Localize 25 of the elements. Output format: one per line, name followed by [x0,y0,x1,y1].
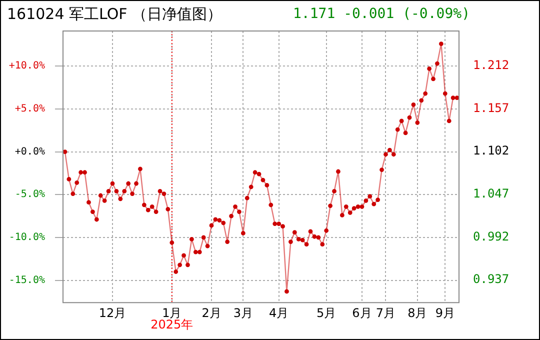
x-tick-label: 9月 [435,306,455,320]
y-tick-label: +5.0% [14,104,45,115]
x-tick-label: 1月 [162,306,182,320]
x-tick-label: 3月 [233,306,253,320]
y2-tick-label: 1.102 [473,144,510,158]
x-tick-label: 4月 [269,306,289,320]
x-tick-label: 7月 [376,306,396,320]
x-tick-label: 8月 [408,306,428,320]
y2-tick-label: 0.937 [473,272,510,286]
chart-title: 161024 军工LOF （日净值图） [7,5,222,24]
ref-line-label: 2025年 [150,318,194,332]
y-tick-label: +10.0% [8,60,45,72]
x-tick-label: 6月 [352,306,372,320]
y-tick-label: +0.0% [14,146,45,158]
y-tick-label: -15.0% [8,274,45,286]
x-tick-label: 2月 [202,306,222,320]
chart-subtitle: 1.171 -0.001 (-0.09%) [293,6,470,22]
y2-tick-label: 1.157 [473,100,510,115]
y-tick-label: -5.0% [14,189,45,200]
y2-tick-label: 0.992 [473,229,510,244]
y-tick-label: -10.0% [8,232,45,244]
x-tick-label: 5月 [316,306,336,320]
y2-tick-label: 1.047 [473,186,510,201]
x-tick-label: 12月 [98,306,126,320]
y2-tick-label: 1.212 [473,58,510,72]
